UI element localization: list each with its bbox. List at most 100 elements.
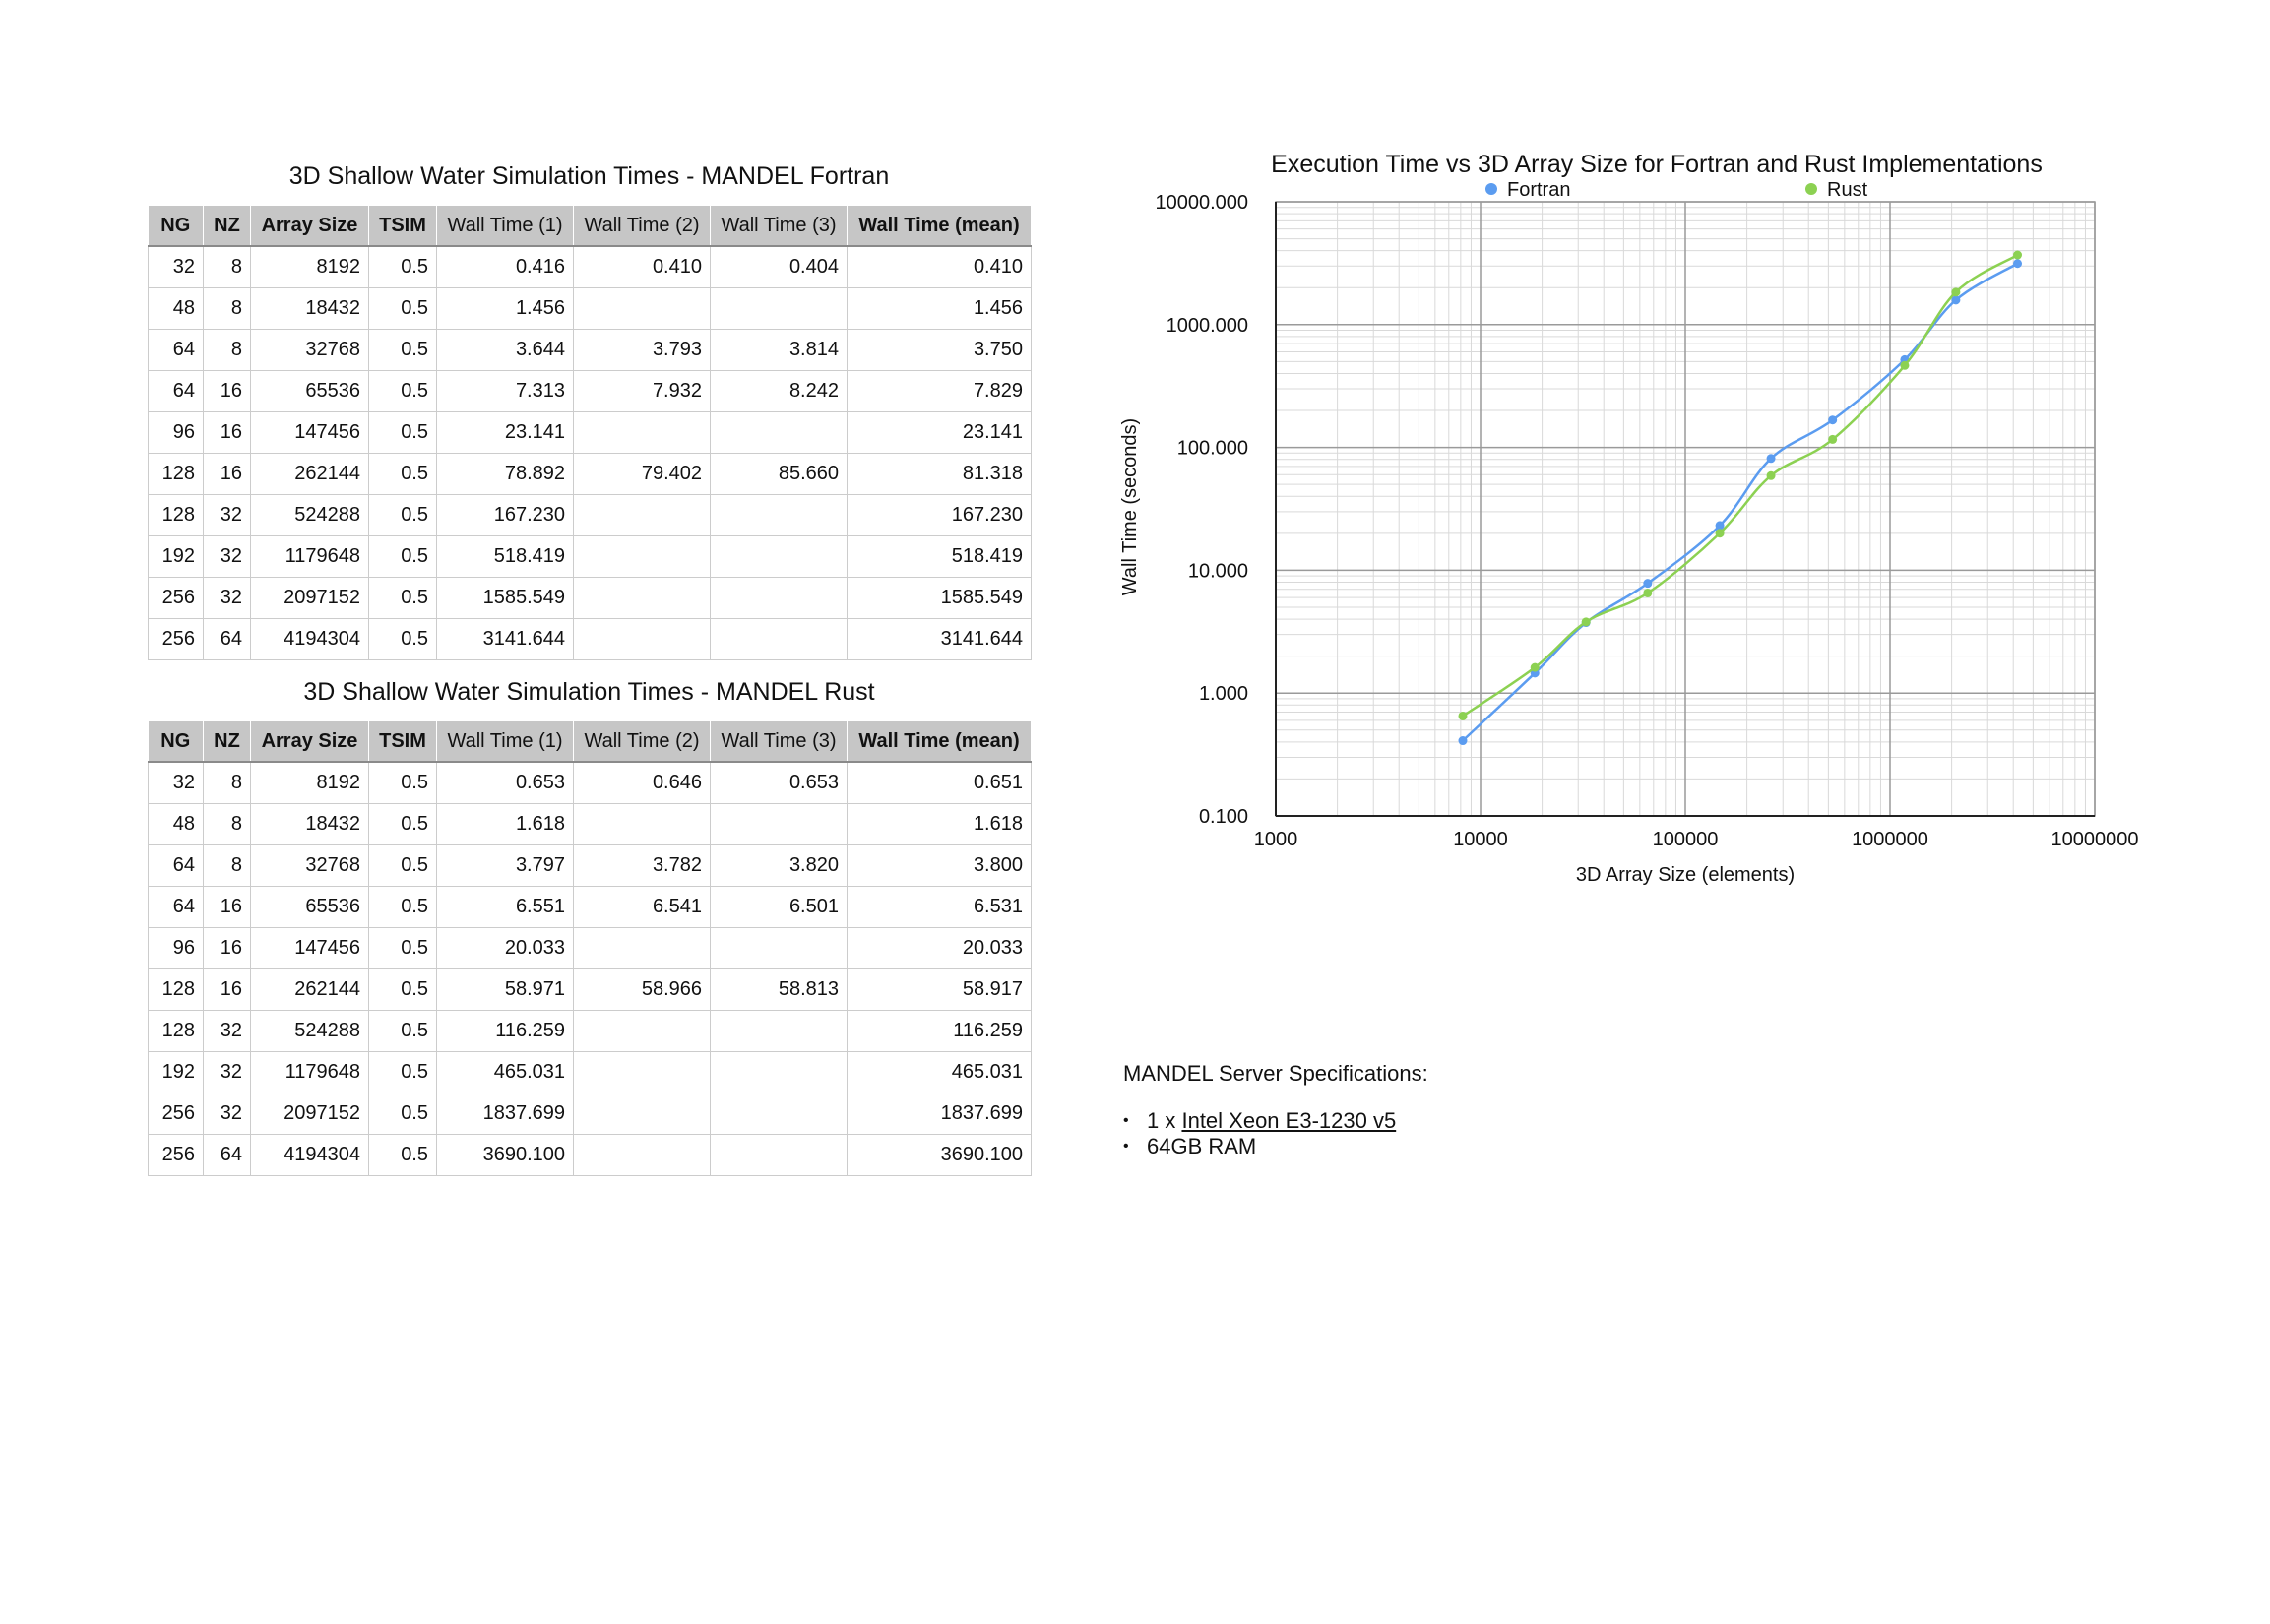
table-cell: 128 (148, 494, 204, 536)
table-row: 64 16 65536 0.5 6.551 6.541 6.501 6.531 (148, 886, 1032, 928)
table-cell: 262144 (250, 968, 369, 1011)
table-cell (573, 287, 711, 330)
x-tick-label: 10000000 (2051, 829, 2139, 850)
column-header: Array Size (250, 721, 369, 763)
data-point-fortran (1951, 295, 1961, 305)
table-cell: 64 (203, 1134, 251, 1176)
table-cell: 6.541 (573, 886, 711, 928)
table-cell (710, 1051, 848, 1093)
specs-list: • 1 x Intel Xeon E3-1230 v5 • 64GB RAM (1123, 1108, 1428, 1159)
table-cell: 192 (148, 535, 204, 578)
table-row: 48 8 18432 0.5 1.618 1.618 (148, 803, 1032, 845)
table-cell: 20.033 (847, 927, 1032, 969)
data-point-rust (1530, 662, 1540, 672)
table-cell: 32768 (250, 844, 369, 887)
table-cell: 0.5 (368, 370, 437, 412)
chart-series (1458, 250, 2023, 746)
column-header: Wall Time (2) (573, 206, 711, 247)
table-row: 256 64 4194304 0.5 3690.100 3690.100 (148, 1134, 1032, 1176)
table-cell: 7.829 (847, 370, 1032, 412)
bullet-icon: • (1123, 1138, 1129, 1155)
table-cell: 7.313 (436, 370, 574, 412)
x-axis-label: 3D Array Size (elements) (1576, 864, 1795, 886)
table-cell: 16 (203, 927, 251, 969)
table-header-row: NG NZ Array Size TSIM Wall Time (1) Wall Time… (148, 721, 1032, 763)
table-row: 128 32 524288 0.5 116.259 116.259 (148, 1010, 1032, 1052)
table-cell: 6.551 (436, 886, 574, 928)
data-point-rust (1951, 287, 1961, 297)
table-cell: 20.033 (436, 927, 574, 969)
table-row: 256 32 2097152 0.5 1585.549 1585.549 (148, 577, 1032, 619)
table-row: 128 16 262144 0.5 78.892 79.402 85.660 81.318 (148, 453, 1032, 495)
table-cell (710, 1093, 848, 1135)
table-cell: 81.318 (847, 453, 1032, 495)
table-cell (710, 803, 848, 845)
data-point-rust (1643, 588, 1653, 597)
table-cell: 147456 (250, 927, 369, 969)
y-tick-label: 1.000 (1199, 683, 1248, 705)
cpu-link[interactable]: Intel Xeon E3-1230 v5 (1181, 1108, 1397, 1133)
chart-title: Execution Time vs 3D Array Size for Fort… (1271, 151, 2043, 178)
column-header: TSIM (368, 206, 437, 247)
table-cell: 8 (203, 329, 251, 371)
table-cell: 0.410 (847, 246, 1032, 288)
table-cell: 32 (203, 1051, 251, 1093)
table-row: 256 64 4194304 0.5 3141.644 3141.644 (148, 618, 1032, 660)
table-cell: 1.456 (847, 287, 1032, 330)
rust-table-title: 3D Shallow Water Simulation Times - MAND… (303, 678, 875, 706)
data-point-rust (1715, 529, 1725, 538)
column-header: NG (148, 206, 204, 247)
table-cell: 32 (148, 762, 204, 804)
table-cell: 116.259 (436, 1010, 574, 1052)
table-cell: 8 (203, 287, 251, 330)
table-cell: 0.5 (368, 411, 437, 454)
table-cell: 1837.699 (847, 1093, 1032, 1135)
table-row: 96 16 147456 0.5 20.033 20.033 (148, 927, 1032, 969)
table-cell: 0.651 (847, 762, 1032, 804)
table-cell: 8 (203, 246, 251, 288)
column-header: Wall Time (3) (710, 206, 848, 247)
table-cell: 32 (203, 1093, 251, 1135)
table-cell: 3141.644 (436, 618, 574, 660)
fortran-times-table: NG NZ Array Size TSIM Wall Time (1) Wall Time… (148, 206, 1032, 660)
table-cell: 0.5 (368, 1051, 437, 1093)
table-cell (710, 1010, 848, 1052)
table-cell: 0.653 (710, 762, 848, 804)
table-cell: 3141.644 (847, 618, 1032, 660)
data-point-rust (1581, 617, 1591, 627)
table-cell (573, 577, 711, 619)
table-cell (710, 494, 848, 536)
table-cell: 3.820 (710, 844, 848, 887)
table-cell: 58.971 (436, 968, 574, 1011)
table-cell: 48 (148, 803, 204, 845)
table-cell: 64 (203, 618, 251, 660)
table-cell: 16 (203, 453, 251, 495)
bullet-icon: • (1123, 1112, 1129, 1129)
table-cell: 7.932 (573, 370, 711, 412)
table-cell (710, 577, 848, 619)
table-cell: 0.5 (368, 287, 437, 330)
data-point-rust (1766, 470, 1776, 480)
table-cell: 64 (148, 370, 204, 412)
data-point-rust (2013, 250, 2023, 260)
table-cell: 18432 (250, 803, 369, 845)
table-cell: 128 (148, 968, 204, 1011)
table-cell: 0.5 (368, 1134, 437, 1176)
column-header: Wall Time (1) (436, 206, 574, 247)
table-cell: 85.660 (710, 453, 848, 495)
table-cell: 0.5 (368, 246, 437, 288)
table-cell: 116.259 (847, 1010, 1032, 1052)
data-point-rust (1458, 711, 1468, 720)
table-cell: 4194304 (250, 1134, 369, 1176)
table-cell: 1585.549 (436, 577, 574, 619)
table-cell: 16 (203, 886, 251, 928)
table-cell: 1.456 (436, 287, 574, 330)
table-header-row: NG NZ Array Size TSIM Wall Time (1) Wall Time… (148, 206, 1032, 247)
series-line-rust (1462, 253, 2019, 718)
table-cell: 32 (203, 577, 251, 619)
legend-label-rust: Rust (1827, 179, 1868, 201)
table-cell (710, 535, 848, 578)
table-cell: 58.917 (847, 968, 1032, 1011)
table-cell: 2097152 (250, 1093, 369, 1135)
table-cell: 0.5 (368, 453, 437, 495)
